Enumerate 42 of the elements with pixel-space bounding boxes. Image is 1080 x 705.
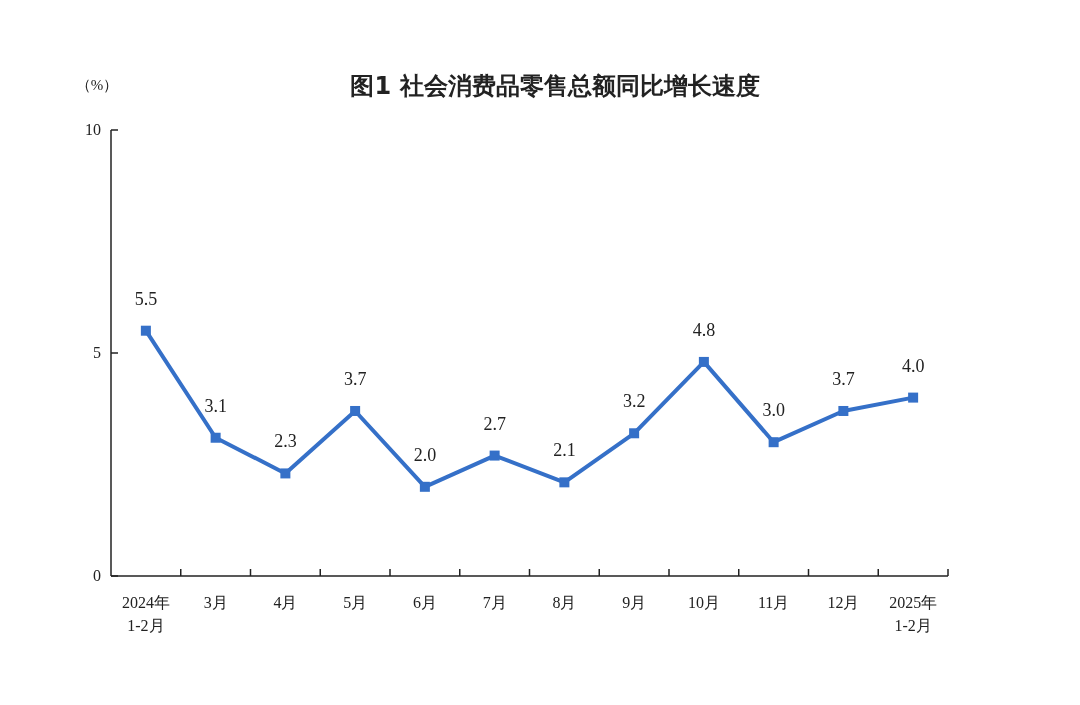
point (838, 405, 849, 416)
plot: 0 5 10 2024年 1-2月 3月 4月 5月 6月 7月 8月 9月 10月 11月 12月 2025年 1-2月 5.5 3.1 2.3 3.7 2.0 2.7 2.1 3.2 4.8 3.0 3.7 4.0 (85, 121, 949, 634)
data-label: 2.0 (413, 444, 437, 465)
point (629, 428, 640, 439)
point (489, 450, 500, 461)
point (350, 405, 361, 416)
data-label: 2.1 (553, 440, 576, 461)
data-label: 3.7 (343, 368, 367, 389)
point (908, 392, 919, 403)
x-tick-label: 6月 (412, 594, 437, 611)
point (210, 432, 221, 443)
point (698, 356, 709, 367)
x-tick-label: 10月 (687, 594, 720, 611)
y-tick-label: 5 (93, 344, 101, 361)
data-label: 2.3 (274, 431, 297, 452)
data-label: 3.7 (832, 368, 855, 389)
point (768, 437, 779, 448)
x-tick-label: 7月 (482, 594, 507, 611)
data-label: 5.5 (134, 288, 158, 309)
y-tick-label: 0 (93, 567, 101, 584)
x-tick-label: 2024年 1-2月 (121, 594, 170, 634)
point (280, 468, 291, 479)
data-label: 4.8 (692, 319, 716, 340)
chart-title: 图1 社会消费品零售总额同比增长速度 (350, 72, 760, 100)
data-label: 3.2 (622, 391, 646, 412)
x-tick-label: 4月 (273, 594, 298, 611)
data-label: 3.0 (762, 400, 785, 421)
x-tick-label: 12月 (827, 594, 860, 611)
data-label: 4.0 (901, 355, 925, 376)
point (559, 477, 570, 488)
point (419, 481, 430, 492)
point (140, 325, 151, 336)
x-tick-label: 8月 (552, 594, 577, 611)
x-tick-label: 2025年 1-2月 (889, 594, 938, 634)
x-tick-label: 9月 (622, 594, 647, 611)
x-tick-label: 5月 (343, 594, 368, 611)
data-label: 2.7 (483, 413, 506, 434)
data-label: 3.1 (204, 395, 227, 416)
x-tick-label: 3月 (203, 594, 228, 611)
y-tick-label: 10 (85, 121, 101, 138)
y-axis-title: （%） (75, 77, 119, 93)
x-tick-label: 11月 (757, 594, 790, 611)
